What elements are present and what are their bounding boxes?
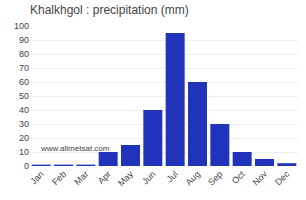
svg-text:May: May bbox=[116, 169, 135, 188]
svg-text:Feb: Feb bbox=[50, 169, 68, 187]
svg-text:20: 20 bbox=[19, 133, 29, 143]
svg-text:Khalkhgol : precipitation (mm): Khalkhgol : precipitation (mm) bbox=[30, 3, 189, 17]
svg-text:Apr: Apr bbox=[96, 169, 113, 186]
svg-text:Jun: Jun bbox=[140, 169, 157, 186]
svg-text:Mar: Mar bbox=[72, 169, 90, 187]
svg-text:90: 90 bbox=[19, 35, 29, 45]
svg-text:100: 100 bbox=[14, 21, 29, 31]
svg-text:Nov: Nov bbox=[251, 169, 270, 188]
svg-text:60: 60 bbox=[19, 77, 29, 87]
svg-text:Sep: Sep bbox=[206, 169, 224, 187]
svg-text:30: 30 bbox=[19, 119, 29, 129]
svg-text:50: 50 bbox=[19, 91, 29, 101]
svg-text:Aug: Aug bbox=[184, 169, 202, 187]
svg-text:10: 10 bbox=[19, 147, 29, 157]
svg-text:Oct: Oct bbox=[230, 169, 247, 186]
svg-text:Jul: Jul bbox=[165, 169, 180, 184]
svg-text:80: 80 bbox=[19, 49, 29, 59]
svg-text:Jan: Jan bbox=[28, 169, 45, 186]
svg-text:40: 40 bbox=[19, 105, 29, 115]
svg-text:www.allmetsat.com: www.allmetsat.com bbox=[40, 144, 110, 153]
svg-text:0: 0 bbox=[24, 161, 29, 171]
svg-text:70: 70 bbox=[19, 63, 29, 73]
svg-text:Dec: Dec bbox=[273, 169, 292, 188]
